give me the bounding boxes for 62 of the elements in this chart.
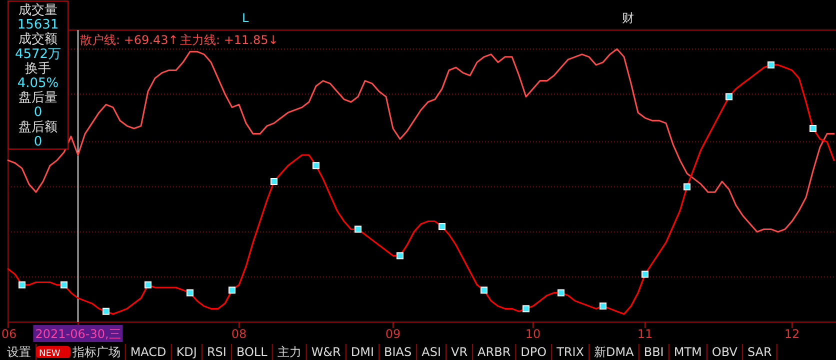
annotation: 4572万 (14, 46, 62, 62)
point (684, 183, 690, 190)
text: 成交额 (18, 31, 58, 48)
text: BOLL (236, 345, 268, 359)
text: MACD (130, 345, 166, 359)
point (558, 289, 564, 296)
text: DMI (350, 345, 374, 359)
text: 主力 (277, 345, 302, 359)
text: L (242, 11, 249, 25)
x-tick-label: 09 (385, 327, 401, 341)
text: BBI (644, 345, 664, 359)
text: 散户线: +69.43↑ (80, 33, 178, 47)
text: OBV (712, 345, 738, 359)
point (522, 305, 530, 312)
text: 财 (622, 11, 634, 25)
point (726, 93, 732, 100)
text: 新DMA (594, 345, 635, 359)
x-tick-label: 08 (231, 327, 247, 341)
text: 成交量 (18, 2, 58, 18)
point (144, 281, 152, 288)
point (312, 162, 320, 170)
text: RSI (206, 345, 226, 359)
point (438, 223, 446, 230)
point (354, 226, 362, 233)
annotation: 盘后额 (18, 120, 58, 135)
annotation: 盘后量 (18, 90, 58, 106)
annotation: 0 (34, 105, 42, 120)
point (810, 125, 816, 132)
point (480, 286, 488, 294)
text: KDJ (176, 345, 197, 359)
point (102, 308, 110, 315)
x-tick-label: 10 (525, 327, 541, 341)
point (60, 281, 68, 288)
text: 15631 (17, 18, 59, 33)
text: NEW (39, 349, 60, 359)
text: MTM (674, 345, 702, 359)
annotation: 换手 (25, 61, 51, 76)
annotation: 0 (34, 134, 42, 150)
point (642, 270, 648, 278)
text: W&R (311, 345, 341, 359)
point (228, 286, 236, 294)
text: ASI (422, 345, 441, 359)
x-tick-label: 2021-06-30,三 (35, 327, 121, 341)
point (768, 61, 774, 68)
point (270, 178, 278, 185)
annotation: 4.05% (17, 76, 59, 91)
text: 主力线: +11.85↓ (180, 33, 278, 47)
point (186, 289, 194, 296)
text: DPO (520, 345, 547, 359)
text: SAR (747, 345, 772, 359)
text: 设置 (7, 345, 31, 359)
text: ARBR (478, 345, 511, 359)
text: TRIX (556, 345, 584, 359)
point (18, 281, 26, 288)
point (600, 302, 606, 310)
text: BIAS (384, 345, 412, 359)
x-tick-label: 11 (637, 327, 653, 341)
point (396, 252, 404, 260)
text: 指标广场 (71, 345, 120, 359)
x-tick-label: 12 (784, 327, 800, 341)
x-tick-label: 06 (1, 327, 17, 341)
text: VR (451, 345, 468, 359)
